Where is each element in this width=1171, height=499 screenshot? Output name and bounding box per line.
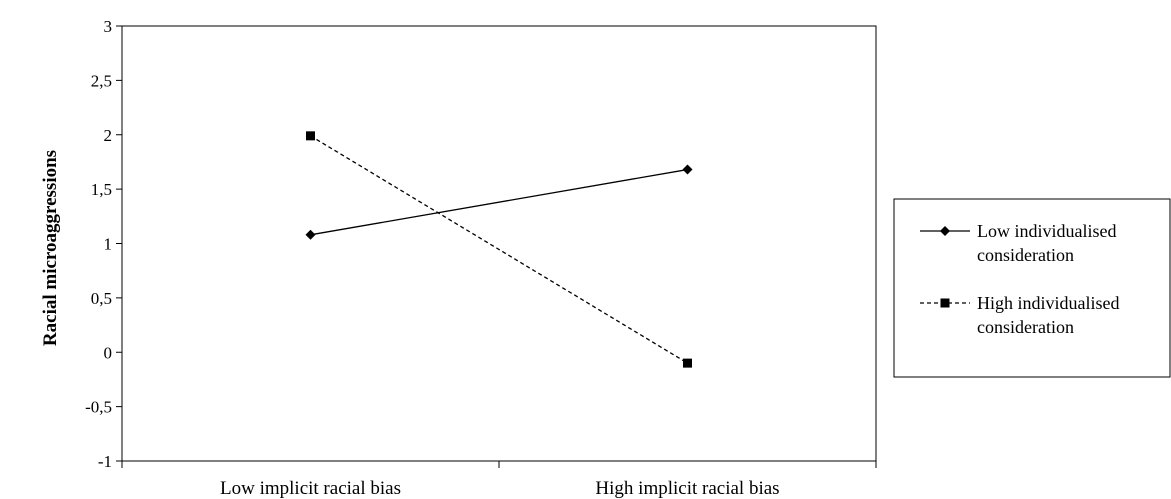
series-line-2 <box>310 135 688 364</box>
y-tick-label: 0,5 <box>91 289 112 308</box>
legend-marker <box>940 298 950 308</box>
legend-label: Low individualised <box>977 221 1116 241</box>
y-tick-label: 3 <box>104 17 113 36</box>
series-layer <box>305 131 693 368</box>
legend-label: High individualised <box>977 293 1120 313</box>
y-tick-label: 0 <box>104 343 113 362</box>
data-point <box>683 358 692 368</box>
legend-box <box>893 198 1171 378</box>
y-axis-title: Racial microaggressions <box>40 150 61 346</box>
y-tick-label: 1 <box>104 235 113 254</box>
data-point <box>682 164 693 175</box>
legend-label: consideration <box>977 245 1074 265</box>
legend-item: High individualised consideration <box>920 293 1120 337</box>
plot-area <box>121 25 877 462</box>
data-point <box>306 131 315 141</box>
x-tick-label: Low implicit racial bias <box>220 478 401 499</box>
y-tick-label: -0,5 <box>85 398 112 417</box>
legend-label: consideration <box>977 317 1074 337</box>
y-tick-label: 2 <box>104 126 113 145</box>
y-axis: 3 2,5 2 1,5 1 0,5 0 -0,5 -1 <box>85 17 122 471</box>
y-tick-label: 2,5 <box>91 71 112 90</box>
data-point <box>305 229 316 240</box>
y-tick-label: 1,5 <box>91 180 112 199</box>
legend-item: Low individualised consideration <box>920 221 1116 265</box>
x-tick-label: High implicit racial bias <box>595 478 779 499</box>
y-tick-label: -1 <box>98 452 112 471</box>
x-axis: Low implicit racial bias High implicit ra… <box>121 461 877 499</box>
legend-marker <box>940 226 950 236</box>
series-line-1 <box>310 168 688 236</box>
